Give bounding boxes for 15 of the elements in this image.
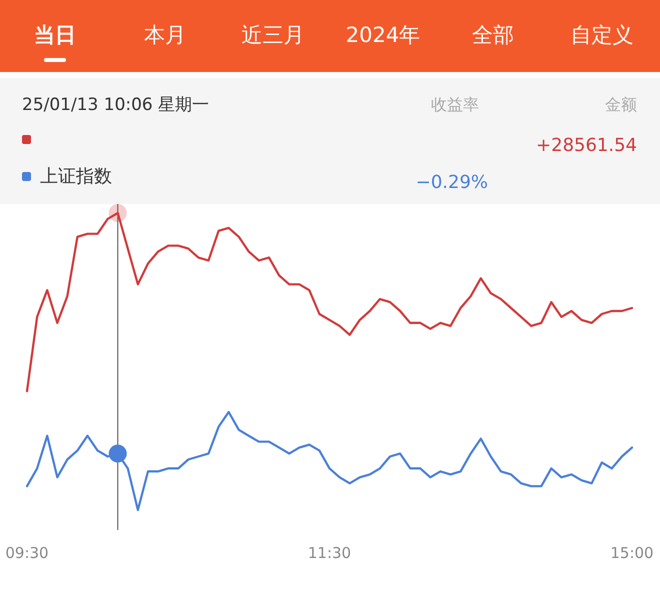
text: 2024年 <box>346 23 420 47</box>
text: 近三月 <box>242 23 304 47</box>
x-tick-label: 15:00 <box>610 544 654 562</box>
x-tick-label: 09:30 <box>5 544 49 562</box>
legend-label: 上证指数 <box>40 166 112 187</box>
text: 当日 <box>34 23 76 47</box>
text: 25/01/13 10:06 星期一 <box>22 95 210 115</box>
text: +28561.54 <box>536 135 637 156</box>
text: 金额 <box>605 95 637 114</box>
text: 全部 <box>472 23 514 47</box>
text: −0.29% <box>416 172 488 193</box>
text: 收益率 <box>431 95 479 114</box>
text: 本月 <box>144 23 186 47</box>
x-tick-label: 11:30 <box>308 544 352 562</box>
text: 自定义 <box>570 23 634 47</box>
